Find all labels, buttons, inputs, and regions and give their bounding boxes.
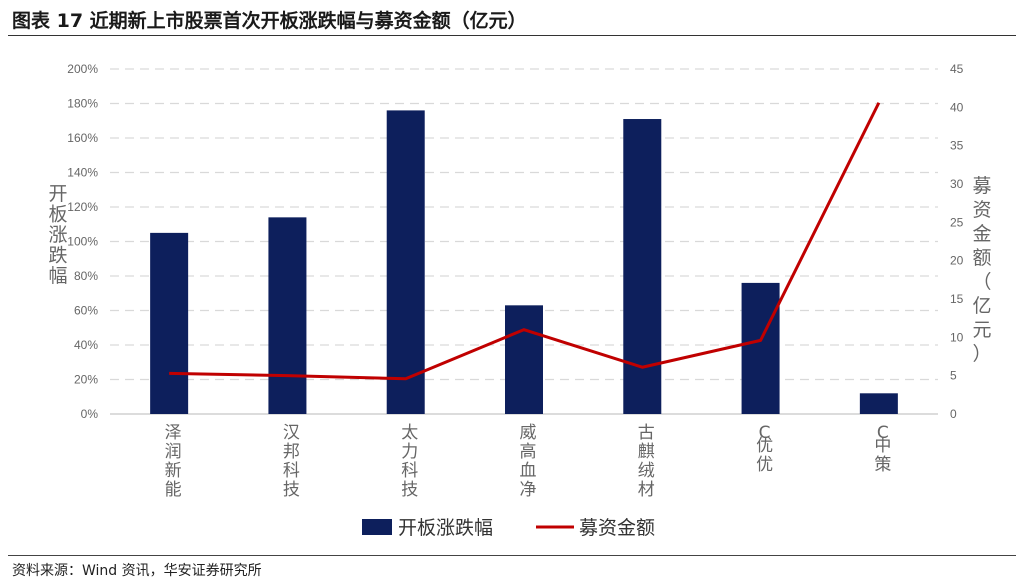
right-axis-title-text: 募资金额（亿元） xyxy=(972,175,991,365)
bar xyxy=(623,119,662,415)
category-label: 汉邦科技 xyxy=(283,423,300,500)
right-tick-label: 45 xyxy=(950,62,964,76)
left-tick-label: 20% xyxy=(74,373,98,387)
right-tick-label: 0 xyxy=(950,407,957,421)
right-tick-label: 15 xyxy=(950,292,964,306)
bottom-rule xyxy=(8,555,1016,556)
left-tick-label: 0% xyxy=(81,407,99,421)
bar xyxy=(505,305,543,414)
legend-bar-swatch xyxy=(362,519,392,535)
right-tick-label: 25 xyxy=(950,215,964,229)
bar xyxy=(386,110,425,415)
right-tick-label: 35 xyxy=(950,139,964,153)
source-note: 资料来源：Wind 资讯，华安证券研究所 xyxy=(12,563,262,579)
bar xyxy=(150,232,189,414)
bar xyxy=(741,282,780,414)
right-tick-label: 20 xyxy=(950,254,964,268)
right-tick-label: 40 xyxy=(950,100,964,114)
right-tick-label: 5 xyxy=(950,369,957,383)
category-label: 古麒绒材 xyxy=(638,423,655,500)
category-label: 太力科技 xyxy=(401,423,418,500)
left-axis-title: 开板涨跌幅 xyxy=(48,183,67,287)
right-tick-label: 10 xyxy=(950,330,964,344)
left-axis-ticks: 0% 20% 40% 60% 80% 100% 120% 140% 160% 180% 200% xyxy=(67,62,98,421)
right-axis-title: 募资金额（亿元） xyxy=(972,175,991,365)
chart-title: 图表 17 近期新上市股票首次开板涨跌幅与募资金额（亿元） xyxy=(12,10,527,32)
left-tick-label: 140% xyxy=(67,166,98,180)
category-label: C 中策 xyxy=(874,423,891,475)
left-tick-label: 120% xyxy=(67,200,98,214)
top-rule xyxy=(8,35,1016,36)
category-label: 泽润新能 xyxy=(165,423,182,500)
bar xyxy=(859,393,898,414)
right-axis-ticks: 0 5 10 15 20 25 30 35 40 45 xyxy=(950,62,964,421)
legend-line-label: 募资金额 xyxy=(579,517,655,539)
left-axis-title-text: 开板涨跌幅 xyxy=(48,183,67,287)
legend: 开板涨跌幅 募资金额 xyxy=(362,517,655,539)
bar-series xyxy=(150,110,898,415)
left-tick-label: 200% xyxy=(67,62,98,76)
chart: 0% 20% 40% 60% 80% 100% 120% 140% 160% 180% 200% 0… xyxy=(48,62,991,539)
bar xyxy=(268,217,307,414)
left-tick-label: 180% xyxy=(67,97,98,111)
category-label: C 优优 xyxy=(756,423,773,475)
category-labels: 泽润新能 汉邦科技 太力科技 威高血净 古麒绒材 C 优优 C 中策 xyxy=(165,423,892,500)
left-tick-label: 100% xyxy=(67,235,98,249)
left-tick-label: 40% xyxy=(74,338,98,352)
line-series xyxy=(169,102,881,381)
legend-bar-label: 开板涨跌幅 xyxy=(398,517,493,539)
left-tick-label: 80% xyxy=(74,269,98,283)
right-tick-label: 30 xyxy=(950,177,964,191)
left-tick-label: 160% xyxy=(67,131,98,145)
category-label: 威高血净 xyxy=(520,423,537,500)
left-tick-label: 60% xyxy=(74,304,98,318)
